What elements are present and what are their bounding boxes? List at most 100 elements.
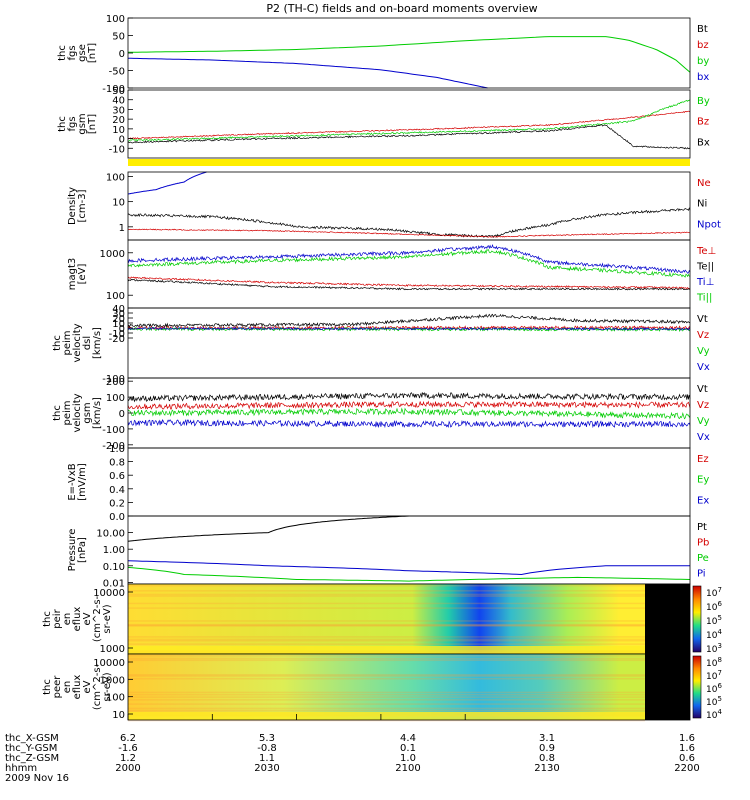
series-Pi [127,560,690,576]
spectrogram-band [128,691,645,694]
legend-Ey: Ey [697,475,709,486]
colorbar-label: 107 [706,669,722,682]
y-tick-label: 50 [112,86,125,97]
legend-bz: bz [697,40,709,51]
spectrogram-band [128,638,645,641]
y-tick-label: 0 [119,409,125,420]
legend-Ex: Ex [697,495,709,506]
y-tick-label: 1 [119,223,125,234]
spectrogram-band [128,593,645,596]
series-Vx [127,419,691,429]
x-axis-value: 2100 [395,763,420,774]
y-tick-label: 0.0 [109,512,125,523]
panel-temperature: 1000 100 magt3 [eV] Te⊥ Te|| Ti⊥ Ti|| [67,239,716,309]
x-axis-value: 2030 [254,763,279,774]
legend-By: By [697,96,710,107]
spectrogram-band [128,643,645,645]
y-axis-label-line: (cm^2-s- [92,663,103,710]
y-axis-label: Pressure [nPa] [67,529,88,572]
y-axis-label-line: velocity [72,393,83,432]
y-tick-label: -50 [109,67,125,78]
series-Pt [127,515,410,542]
legend-Vy: Vy [697,416,710,427]
series-Ti|| [127,249,691,278]
y-axis-label-line: [km/s] [92,397,103,429]
legend-by: by [697,56,709,67]
y-axis-label: E=-VxB [mV/m] [67,463,88,501]
legend-bx: bx [697,72,709,83]
y-axis-label: thc peer en eflux eV (cm^2-s-sr-eV) [42,663,113,710]
x-axis-value: 1.6 [679,743,695,754]
legend-Te||: Te|| [696,262,714,273]
y-axis-label-line: [nPa] [77,537,88,563]
y-axis-label-line: gse [77,44,88,62]
y-axis-label-line: fgs [67,116,78,131]
y-axis-label-line: [nT] [87,43,98,63]
spectrogram-band [128,657,645,660]
x-axis-row-label: thc_Y-GSM [5,743,57,754]
y-tick-label: 20 [112,115,125,126]
spectrogram-band [128,655,645,657]
y-tick-label: 100 [106,14,125,25]
panel-e-field: 1.0 0.8 0.6 0.4 0.2 0.0 E=-VxB [mV/m] Ez Ey Ex [67,444,709,523]
y-tick-label: 1000 [100,675,125,686]
y-axis-label-line: velocity [72,323,83,362]
panel-frame [127,239,691,309]
y-tick-label: -10 [109,329,125,340]
panel-frame [127,653,691,721]
y-axis-label-line: thc [42,679,53,695]
spectrogram-band [128,674,645,676]
separator-strip [128,159,690,166]
colorbar-label: 105 [706,695,722,708]
spectrogram-low-band [128,646,645,654]
series-Npot [127,171,207,195]
x-axis-value: 2130 [534,763,559,774]
y-tick-label: 40 [112,96,125,107]
spectrogram-fill [128,654,645,720]
colorbar [692,655,702,719]
x-axis-value: 3.1 [539,733,555,744]
spectrogram-band [128,709,645,712]
x-axis-value: 2000 [115,763,140,774]
x-axis-row-label: hhmm [5,763,37,774]
y-tick-label: 1.0 [109,444,125,455]
y-axis-label-line: eflux [72,607,83,632]
spectrogram-band [128,624,645,627]
legend-Ni: Ni [697,199,707,210]
colorbar-label: 103 [706,642,722,655]
legend-Pe: Pe [697,553,709,564]
y-axis-label-line: [km/s] [92,327,103,359]
x-axis-value: -1.6 [118,743,138,754]
y-tick-label: 1.00 [103,545,125,556]
spectrogram-band [128,693,645,696]
y-axis-label-line: thc [57,45,68,61]
y-tick-label: 40 [112,304,125,315]
y-axis-label-line: Pressure [67,529,78,572]
y-tick-label: 0 [119,324,125,335]
y-axis-label-line: thc [52,335,63,351]
legend-Vt: Vt [697,314,708,325]
legend-Te⊥: Te⊥ [696,246,716,257]
y-axis-label-line: dsl [82,336,93,350]
legend-Vx: Vx [697,432,710,443]
figure-title: P2 (TH-C) fields and on-board moments ov… [266,2,537,15]
y-axis-label-line: eV [82,612,93,625]
x-axis-value: 0.9 [539,743,555,754]
x-axis-row-label: thc_X-GSM [5,733,59,744]
legend-Pt: Pt [697,522,707,533]
series-Pe [127,566,691,582]
x-axis-value: 0.8 [539,753,555,764]
series-Vz [127,325,691,331]
panel-pressure: 10.00 1.00 0.10 0.01 Pressure [nPa] Pt Pb Pe Pi [67,515,709,589]
y-tick-label: 0.4 [109,485,125,496]
series-Ne [127,228,691,238]
spectrogram-band [128,590,645,592]
spectrogram-band [128,659,645,662]
y-axis-label-line: [nT] [87,114,98,134]
y-tick-label: 10 [112,125,125,136]
legend-Bt: Bt [697,24,708,35]
x-axis-value: 5.3 [259,733,275,744]
